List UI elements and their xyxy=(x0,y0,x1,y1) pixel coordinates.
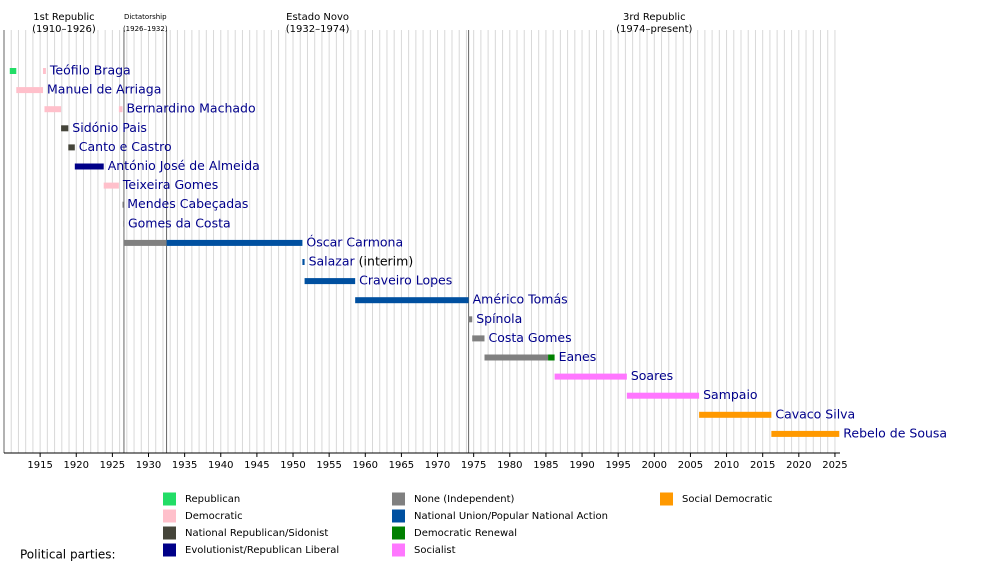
x-tick-label: 1990 xyxy=(569,460,594,471)
term-bar xyxy=(44,106,62,113)
term-bar xyxy=(548,354,555,361)
x-tick-label: 1915 xyxy=(27,460,52,471)
term-bar xyxy=(472,335,485,342)
x-tick-label: 1980 xyxy=(497,460,522,471)
president-name: António José de Almeida xyxy=(108,158,260,173)
x-tick-label: 2015 xyxy=(750,460,775,471)
president-name: Rebelo de Sousa xyxy=(843,425,947,440)
x-tick-label: 1950 xyxy=(280,460,305,471)
legend-swatch xyxy=(392,509,405,523)
term-bar xyxy=(304,278,356,285)
x-tick-label: 1935 xyxy=(172,460,197,471)
term-bar xyxy=(468,316,473,323)
term-bar xyxy=(103,182,119,189)
president-name: Teixeira Gomes xyxy=(122,177,218,192)
term-bar xyxy=(484,354,549,361)
legend-label: Republican xyxy=(185,494,240,505)
era-name: 1st Republic xyxy=(33,12,94,23)
president-name: Eanes xyxy=(559,349,597,364)
president-name: Sampaio xyxy=(703,387,758,402)
legend-label: Evolutionist/Republican Liberal xyxy=(185,545,339,556)
president-name: Costa Gomes xyxy=(489,330,572,345)
legend-swatch xyxy=(163,543,176,557)
legend-label: National Republican/Sidonist xyxy=(185,528,328,539)
president-name: Bernardino Machado xyxy=(126,101,255,116)
president-name: Spínola xyxy=(476,311,522,326)
legend-label: Democratic Renewal xyxy=(414,528,517,539)
term-bar xyxy=(61,125,69,132)
president-name: Óscar Carmona xyxy=(306,234,403,249)
x-tick-label: 1960 xyxy=(353,460,378,471)
term-bar xyxy=(554,373,627,380)
x-tick-label: 2010 xyxy=(714,460,739,471)
legend-swatch xyxy=(392,492,405,506)
x-tick-label: 1925 xyxy=(100,460,125,471)
term-bar xyxy=(302,259,305,265)
legend-swatch xyxy=(163,526,176,540)
x-tick-label: 2025 xyxy=(822,460,847,471)
legend-swatch xyxy=(392,543,405,557)
term-bar xyxy=(355,297,469,304)
president-name: Manuel de Arriaga xyxy=(47,82,161,97)
era-period: (1910–1926) xyxy=(32,24,96,35)
president-name: Soares xyxy=(631,368,673,383)
legend-label: Democratic xyxy=(185,511,243,522)
legend-label: Socialist xyxy=(414,545,456,556)
president-name: Teófilo Braga xyxy=(49,63,131,78)
x-tick-label: 1930 xyxy=(136,460,161,471)
x-tick-label: 1940 xyxy=(208,460,233,471)
era-name: Estado Novo xyxy=(286,12,349,23)
x-tick-label: 1970 xyxy=(425,460,450,471)
legend-label: National Union/Popular National Action xyxy=(414,511,608,522)
era-period: (1974–present) xyxy=(616,24,692,35)
era-period: (1926–1932) xyxy=(123,25,168,33)
era-name: Dictatorship xyxy=(124,13,167,21)
president-note: (interim) xyxy=(359,254,414,269)
president-name: Canto e Castro xyxy=(79,139,172,154)
term-bar xyxy=(122,201,124,208)
legend-swatch xyxy=(163,492,176,506)
x-tick-label: 2020 xyxy=(786,460,811,471)
era-period: (1932–1974) xyxy=(286,24,350,35)
term-bar xyxy=(699,411,772,418)
x-tick-label: 1995 xyxy=(605,460,630,471)
legend-swatch xyxy=(660,492,673,506)
term-bar xyxy=(771,430,840,437)
era-name: 3rd Republic xyxy=(623,12,686,23)
x-tick-label: 2000 xyxy=(642,460,667,471)
president-name: Sidónio Pais xyxy=(72,120,147,135)
term-bar xyxy=(166,239,303,246)
term-bar xyxy=(43,68,46,74)
x-tick-label: 1955 xyxy=(316,460,341,471)
term-bar xyxy=(118,106,123,113)
x-tick-label: 1985 xyxy=(533,460,558,471)
x-tick-label: 1965 xyxy=(389,460,414,471)
term-bar xyxy=(123,220,125,227)
term-bar xyxy=(123,239,167,246)
president-name: Américo Tomás xyxy=(473,292,568,307)
president-name: Craveiro Lopes xyxy=(359,273,452,288)
legend-label: Social Democratic xyxy=(682,494,772,505)
president-name: Gomes da Costa xyxy=(128,215,231,230)
legend-title: Political parties: xyxy=(20,548,116,562)
x-tick-label: 1975 xyxy=(461,460,486,471)
legend-label: None (Independent) xyxy=(414,494,515,505)
term-bar xyxy=(68,144,75,151)
term-bar xyxy=(9,68,17,74)
legend-swatch xyxy=(392,526,405,540)
president-name: Salazar xyxy=(309,254,356,269)
legend-swatch xyxy=(163,509,176,523)
term-bar xyxy=(626,392,700,399)
president-name: Mendes Cabeçadas xyxy=(127,196,248,211)
x-tick-label: 2005 xyxy=(678,460,703,471)
term-bar xyxy=(74,163,104,170)
x-tick-label: 1945 xyxy=(244,460,269,471)
x-tick-label: 1920 xyxy=(64,460,89,471)
president-name: Cavaco Silva xyxy=(775,406,855,421)
term-bar xyxy=(16,87,44,94)
